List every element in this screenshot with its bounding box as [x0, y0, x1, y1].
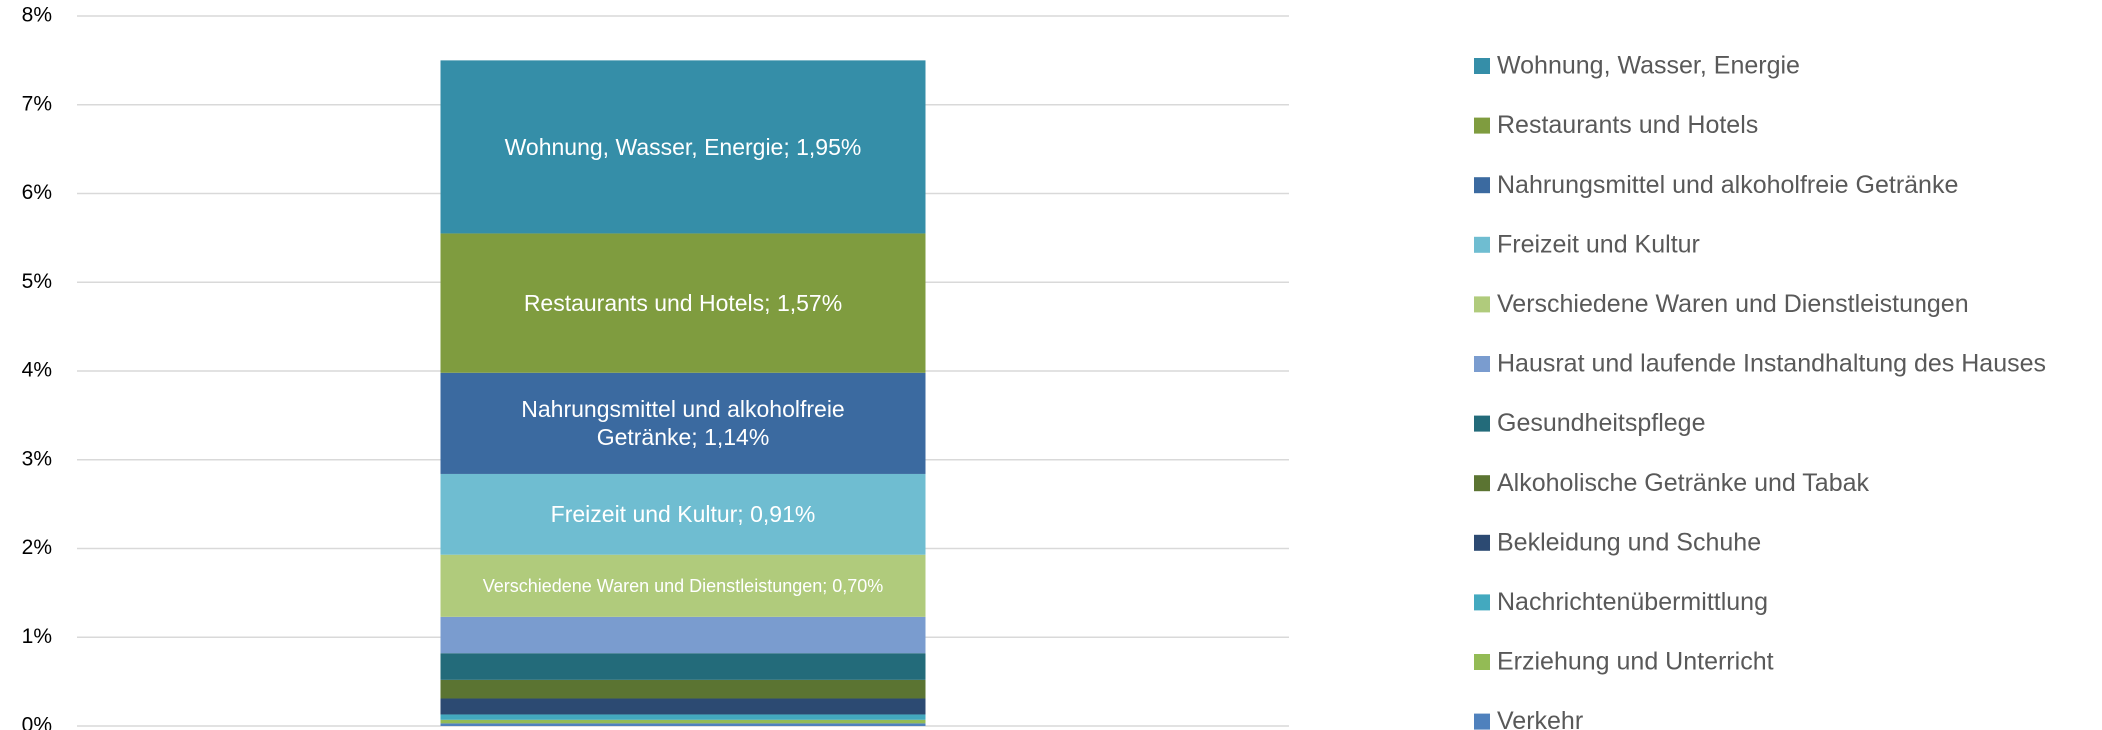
- legend-label: Verschiedene Waren und Dienstleistungen: [1497, 290, 1969, 318]
- legend-swatch: [1474, 117, 1490, 134]
- legend-label: Alkoholische Getränke und Tabak: [1497, 469, 1869, 497]
- bar-segment: [440, 653, 926, 680]
- bar-segment: [440, 616, 926, 654]
- legend-swatch: [1474, 177, 1490, 194]
- y-tick-label: 5%: [22, 270, 52, 293]
- bar-segment: [440, 719, 926, 724]
- legend-swatch: [1474, 356, 1490, 372]
- bar-segment: [440, 60, 926, 234]
- data-label: Nahrungsmittel und alkoholfreie Getränke…: [521, 395, 845, 451]
- bar-segment: [440, 233, 926, 373]
- legend-swatch: [1474, 415, 1490, 432]
- data-label: Verschiedene Waren und Dienstleistungen;…: [482, 575, 884, 596]
- legend-swatch: [1474, 475, 1490, 492]
- legend-label: Restaurants und Hotels: [1497, 111, 1758, 139]
- y-tick-label: 3%: [22, 447, 52, 470]
- bar-segment: [440, 372, 926, 474]
- legend-label: Nachrichtenübermittlung: [1497, 588, 1768, 616]
- y-tick-label: 2%: [22, 536, 52, 559]
- legend-label: Freizeit und Kultur: [1497, 230, 1700, 258]
- legend-swatch: [1474, 236, 1490, 253]
- legend-label: Bekleidung und Schuhe: [1497, 528, 1761, 556]
- y-tick-label: 7%: [22, 92, 52, 115]
- legend-label: Wohnung, Wasser, Energie: [1497, 52, 1800, 80]
- legend-label: Hausrat und laufende Instandhaltung des …: [1497, 350, 2046, 378]
- legend-label: Verkehr: [1497, 707, 1583, 730]
- legend-label: Nahrungsmittel und alkoholfreie Getränke: [1497, 171, 1958, 199]
- bar-segment: [440, 723, 926, 726]
- legend-swatch: [1474, 296, 1490, 313]
- bar-segment: [440, 554, 926, 617]
- legend-swatch: [1474, 713, 1490, 730]
- y-tick-label: 4%: [22, 359, 52, 382]
- legend-label: Gesundheitspflege: [1497, 409, 1705, 437]
- data-label: Freizeit und Kultur; 0,91%: [550, 500, 816, 527]
- y-tick-label: 1%: [22, 625, 52, 648]
- legend-swatch: [1474, 654, 1490, 670]
- bar-segment: [440, 714, 926, 720]
- legend-label: Erziehung und Unterricht: [1497, 648, 1774, 676]
- bar-segment: [440, 679, 926, 699]
- legend-swatch: [1474, 594, 1490, 611]
- bar-segment: [440, 473, 926, 555]
- y-tick-label: 6%: [22, 181, 52, 204]
- data-label: Wohnung, Wasser, Energie; 1,95%: [504, 133, 862, 160]
- y-tick-label: 0%: [22, 714, 52, 730]
- bar-segment: [440, 698, 926, 715]
- data-label: Restaurants und Hotels; 1,57%: [523, 289, 843, 316]
- legend-swatch: [1474, 58, 1490, 74]
- legend-swatch: [1474, 534, 1490, 551]
- y-tick-label: 8%: [22, 4, 52, 27]
